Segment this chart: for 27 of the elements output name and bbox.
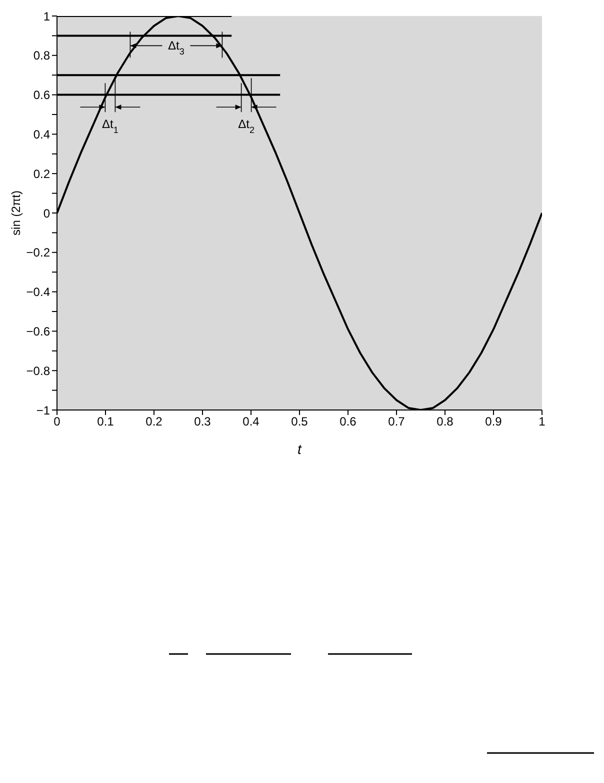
y-tick-label: 0: [43, 206, 50, 220]
x-tick-label: 0.3: [194, 414, 212, 429]
y-axis-title: sin (2πt): [9, 190, 23, 236]
x-tick-label: 0.5: [291, 414, 308, 429]
y-tick-label: −0.8: [26, 364, 50, 378]
annotation: Δt$_{2}$: [238, 117, 254, 136]
x-tick-label: 0.1: [97, 414, 114, 429]
x-axis-title: t: [298, 441, 303, 457]
y-tick-label: −0.4: [26, 285, 50, 300]
x-tick-label: 0.9: [485, 414, 502, 429]
x-tick-label: 1: [538, 414, 546, 429]
x-tick-label: 0: [54, 414, 61, 429]
x-tick-label: 0.6: [340, 414, 357, 429]
x-tick-label: 0.2: [146, 414, 163, 429]
y-tick-label: 1: [43, 9, 50, 24]
y-tick-label: −0.6: [26, 324, 50, 338]
annotation: Δt$_{3}$: [168, 38, 184, 57]
y-tick-label: 0.4: [33, 127, 50, 142]
y-tick-label: −0.2: [26, 246, 50, 260]
x-tick-label: 0.7: [388, 414, 406, 429]
annotation: Δt$_{1}$: [102, 117, 118, 136]
y-tick-label: −1: [36, 403, 50, 418]
y-tick-label: 0.6: [33, 88, 50, 102]
y-tick-label: 0.2: [33, 166, 50, 181]
x-tick-label: 0.8: [436, 414, 454, 429]
y-tick-label: 0.8: [33, 48, 50, 63]
x-tick-label: 0.4: [242, 414, 260, 429]
